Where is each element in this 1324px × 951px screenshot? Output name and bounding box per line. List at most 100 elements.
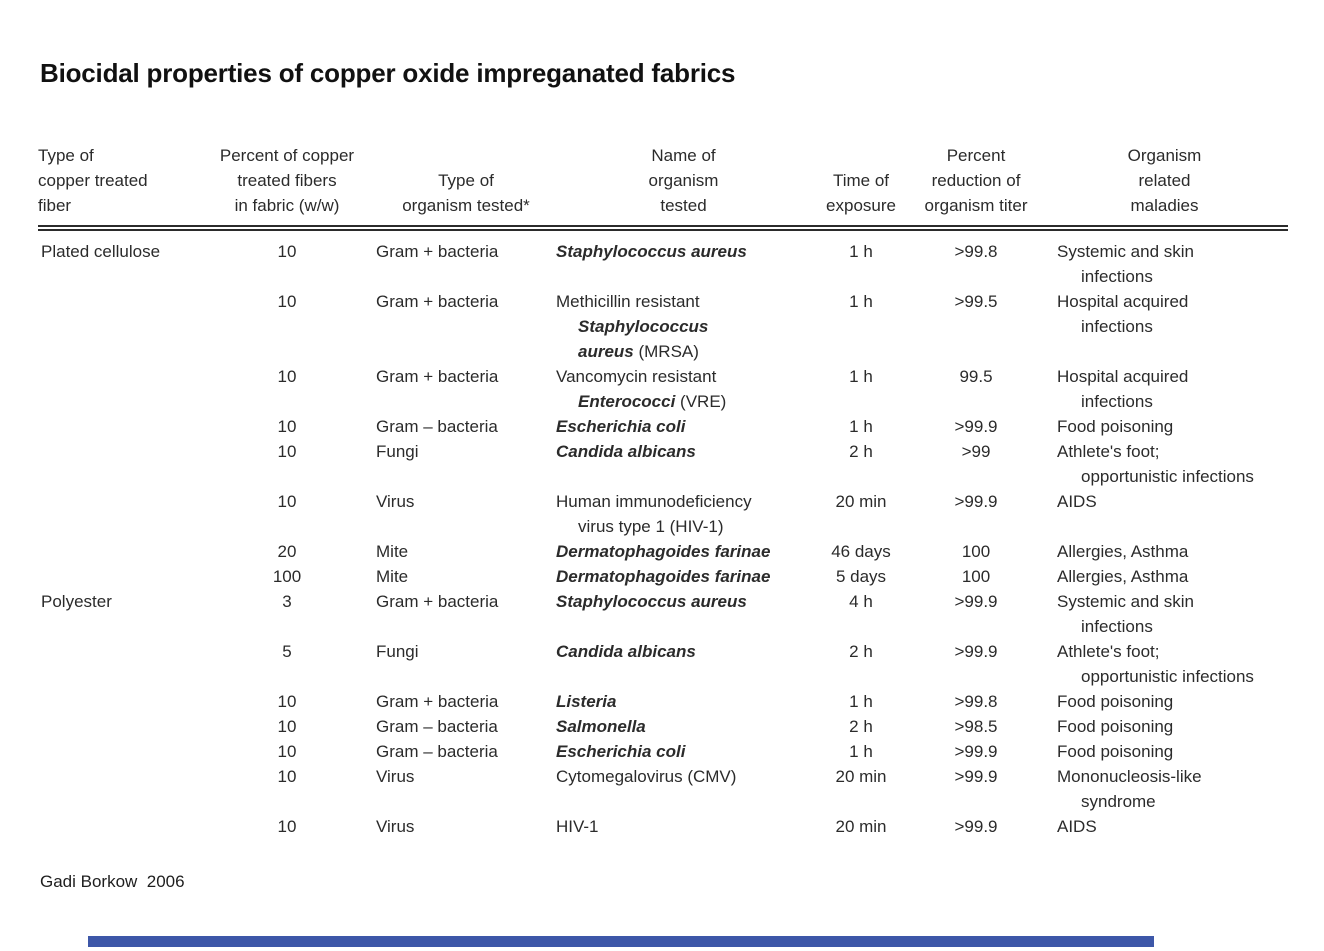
- cell-percent: 10: [277, 442, 297, 461]
- cell-maladies: Allergies, Asthma: [1057, 567, 1189, 586]
- cell-fiber: [38, 489, 198, 539]
- cell-fiber: [38, 814, 198, 839]
- biocidal-table: Type of copper treated fiber Percent of cop…: [38, 143, 1288, 839]
- cell-organism-type: Gram – bacteria: [376, 417, 498, 436]
- cell-reduction: >99.9: [954, 642, 998, 661]
- cell-percent: 10: [277, 817, 297, 836]
- cell-maladies: Athlete's foot; opportunistic infections: [1057, 442, 1254, 486]
- table-row: 100 Mite Dermatophagoides farinae 5 days 100…: [38, 564, 1288, 589]
- cell-time: 1 h: [849, 692, 873, 711]
- cell-reduction: >99.9: [954, 592, 998, 611]
- cell-fiber: [38, 439, 198, 489]
- cell-organism-name: Escherichia coli: [556, 417, 686, 436]
- cell-time: 4 h: [849, 592, 873, 611]
- cell-organism-name: Listeria: [556, 692, 617, 711]
- header-double-rule: [38, 225, 1288, 231]
- cell-reduction: 100: [961, 542, 991, 561]
- cell-reduction: 100: [961, 567, 991, 586]
- cell-time: 1 h: [849, 242, 873, 261]
- header-fiber: Type of copper treated fiber: [38, 146, 148, 215]
- cell-fiber: [38, 639, 198, 689]
- cell-percent: 10: [277, 692, 297, 711]
- cell-reduction: >99.9: [954, 417, 998, 436]
- cell-fiber: Plated cellulose: [41, 242, 161, 261]
- table-row: 10 Virus Human immunodeficiency virus type …: [38, 489, 1288, 539]
- cell-time: 2 h: [849, 642, 873, 661]
- table-row: 10 Fungi Candida albicans 2 h >99 Athlete's f…: [38, 439, 1288, 489]
- cell-time: 2 h: [849, 442, 873, 461]
- cell-fiber: [38, 764, 198, 814]
- cell-reduction: >99: [961, 442, 991, 461]
- cell-organism-type: Gram + bacteria: [376, 367, 499, 386]
- cell-percent: 5: [282, 642, 292, 661]
- cell-percent: 10: [277, 492, 297, 511]
- cell-fiber: [38, 539, 198, 564]
- cell-time: 1 h: [849, 742, 873, 761]
- cell-reduction: >99.9: [954, 742, 998, 761]
- cell-fiber: [38, 739, 198, 764]
- cell-percent: 10: [277, 417, 297, 436]
- table-row: 20 Mite Dermatophagoides farinae 46 days 100…: [38, 539, 1288, 564]
- cell-percent: 100: [272, 567, 302, 586]
- credit-text: Gadi Borkow 2006: [40, 872, 185, 891]
- cell-maladies: Mononucleosis-like syndrome: [1057, 767, 1202, 811]
- cell-maladies: Food poisoning: [1057, 717, 1174, 736]
- table-row: 10 Virus HIV-1 20 min >99.9 AIDS: [38, 814, 1288, 839]
- cell-organism-name: Methicillin resistant Staphylococcus aureu…: [556, 292, 709, 361]
- cell-percent: 20: [277, 542, 297, 561]
- cell-reduction: 99.5: [959, 367, 993, 386]
- cell-maladies: Food poisoning: [1057, 742, 1174, 761]
- cell-maladies: Systemic and skin infections: [1057, 242, 1194, 286]
- cell-organism-type: Gram – bacteria: [376, 742, 498, 761]
- header-organism-name: Name of organism tested: [648, 146, 719, 215]
- cell-maladies: Hospital acquired infections: [1057, 367, 1189, 411]
- cell-fiber: [38, 714, 198, 739]
- cell-percent: 10: [277, 367, 297, 386]
- table-row: 10 Gram + bacteria Vancomycin resistant Ent…: [38, 364, 1288, 414]
- cell-time: 1 h: [849, 417, 873, 436]
- table-body: Plated cellulose 10 Gram + bacteria Staphyl…: [38, 239, 1288, 839]
- cell-organism-type: Virus: [376, 492, 415, 511]
- cell-percent: 3: [282, 592, 292, 611]
- cell-fiber: [38, 689, 198, 714]
- cell-organism-type: Gram + bacteria: [376, 242, 499, 261]
- cell-time: 20 min: [835, 767, 887, 786]
- header-time: Time of exposure: [826, 171, 896, 215]
- cell-maladies: Food poisoning: [1057, 692, 1174, 711]
- cell-reduction: >99.5: [954, 292, 998, 311]
- cell-time: 20 min: [835, 492, 887, 511]
- cell-organism-type: Mite: [376, 567, 409, 586]
- cell-organism-name: Cytomegalovirus (CMV): [556, 767, 737, 786]
- table-header: Type of copper treated fiber Percent of cop…: [38, 143, 1288, 218]
- cell-time: 5 days: [835, 567, 887, 586]
- cell-fiber: [38, 414, 198, 439]
- table-row: 10 Gram – bacteria Escherichia coli 1 h >99.…: [38, 414, 1288, 439]
- cell-fiber: [38, 364, 198, 414]
- cell-organism-name: Candida albicans: [556, 642, 696, 661]
- cell-organism-name: Escherichia coli: [556, 742, 686, 761]
- cell-fiber: Polyester: [41, 592, 112, 611]
- page-title: Biocidal properties of copper oxide impr…: [40, 58, 736, 88]
- cell-time: 2 h: [849, 717, 873, 736]
- table-row: Polyester 3 Gram + bacteria Staphylococcus …: [38, 589, 1288, 639]
- cell-organism-name: Staphylococcus aureus: [556, 592, 747, 611]
- cell-maladies: AIDS: [1057, 492, 1097, 511]
- table-row: 10 Gram + bacteria Listeria 1 h >99.8 Food po…: [38, 689, 1288, 714]
- cell-organism-name: Human immunodeficiency virus type 1 (HIV-…: [556, 492, 752, 536]
- cell-time: 46 days: [831, 542, 891, 561]
- cell-reduction: >99.9: [954, 492, 998, 511]
- cell-reduction: >99.8: [954, 692, 998, 711]
- table-row: 5 Fungi Candida albicans 2 h >99.9 Athlete's …: [38, 639, 1288, 689]
- cell-maladies: Systemic and skin infections: [1057, 592, 1194, 636]
- cell-reduction: >99.9: [954, 767, 998, 786]
- cell-maladies: Allergies, Asthma: [1057, 542, 1189, 561]
- header-reduction: Percent reduction of organism titer: [924, 146, 1028, 215]
- table-row: 10 Virus Cytomegalovirus (CMV) 20 min >99.9 M…: [38, 764, 1288, 814]
- cell-reduction: >99.9: [954, 817, 998, 836]
- cell-organism-type: Virus: [376, 767, 415, 786]
- cell-organism-name: Salmonella: [556, 717, 646, 736]
- cell-maladies: AIDS: [1057, 817, 1097, 836]
- cell-percent: 10: [277, 242, 297, 261]
- cell-organism-type: Mite: [376, 542, 409, 561]
- header-organism-type: Type of organism tested*: [402, 171, 530, 215]
